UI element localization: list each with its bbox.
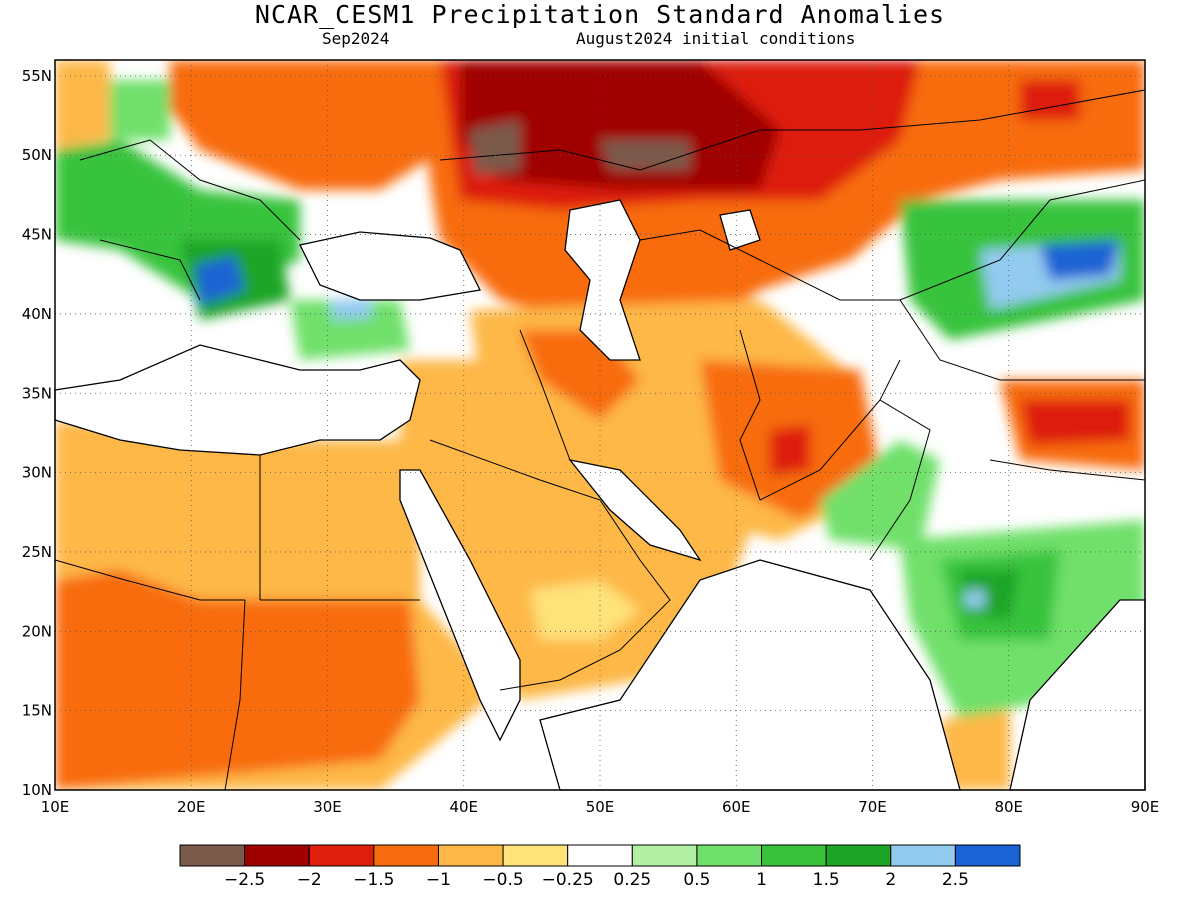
- colorbar-labels: −2.5 −2 −1.5 −1 −0.5 −0.25 0.25 0.5 1 1.5 2 2.5: [224, 870, 969, 890]
- lon-tick-label: 80E: [994, 798, 1023, 816]
- colorbar-label: −0.25: [542, 870, 594, 890]
- colorbar-swatch: [502, 844, 569, 867]
- lon-tick-label: 10E: [41, 798, 70, 816]
- lat-tick-label: 50N: [22, 146, 52, 164]
- border-sudan-chad: [224, 599, 246, 791]
- border-kazakh: [639, 179, 1146, 301]
- lat-tick-label: 45N: [22, 226, 52, 244]
- border-iran-afghan: [739, 329, 761, 501]
- lat-tick-label: 55N: [22, 67, 52, 85]
- mediterranean-sea: [54, 344, 421, 456]
- colorbar-swatch: [890, 844, 956, 867]
- lat-labels: 55N 50N 45N 40N 35N 30N 25N 20N 15N 10N: [22, 67, 52, 799]
- colorbar-label: 0.5: [683, 870, 710, 890]
- plot-frame: [54, 59, 1146, 791]
- aral-sea: [719, 209, 761, 251]
- colorbar-swatch: [567, 844, 633, 867]
- colorbar-swatch: [825, 844, 892, 867]
- colorbar-swatch: [373, 844, 439, 867]
- border-china: [899, 299, 1145, 381]
- grid: [55, 60, 1145, 790]
- colorbar-label: −1: [426, 870, 451, 890]
- border-afghan-pak: [759, 359, 901, 501]
- arabian-sea: [539, 559, 961, 791]
- lat-tick-label: 20N: [22, 622, 52, 640]
- tibet-very-dry: [1020, 400, 1130, 445]
- lon-labels: 10E 20E 30E 40E 50E 60E 70E 80E 90E: [41, 798, 1160, 816]
- colorbar-label: 1: [756, 870, 767, 890]
- colorbar-swatch: [179, 844, 246, 867]
- india-light-blue: [965, 590, 985, 608]
- pakistan-wet: [820, 440, 940, 550]
- arabia-mild: [530, 580, 640, 640]
- coastlines: [54, 199, 1146, 791]
- colorbar-label: −2: [297, 870, 322, 890]
- greece-very-wet: [195, 255, 245, 305]
- persian-gulf: [568, 459, 702, 562]
- lat-tick-label: 25N: [22, 543, 52, 561]
- lat-tick-label: 40N: [22, 305, 52, 323]
- colorbar-label: 2.5: [942, 870, 969, 890]
- colorbar-label: 1.5: [813, 870, 840, 890]
- border-russia-kazakh: [439, 89, 1146, 171]
- border-europe: [79, 139, 301, 241]
- afghan-very-dry: [770, 425, 810, 475]
- border-iraq-iran: [519, 329, 571, 461]
- colorbar-label: −0.5: [482, 870, 523, 890]
- black-sea: [299, 231, 481, 301]
- africa-strong-dry: [55, 570, 420, 790]
- caspian-sea: [564, 199, 641, 361]
- lat-tick-label: 10N: [22, 781, 52, 799]
- colorbar-label: −2.5: [224, 870, 265, 890]
- lon-tick-label: 50E: [586, 798, 615, 816]
- lon-tick-label: 90E: [1131, 798, 1160, 816]
- border-india-pak: [869, 399, 931, 561]
- border-libya-niger: [54, 559, 245, 601]
- lat-tick-label: 35N: [22, 384, 52, 402]
- lon-tick-label: 40E: [449, 798, 478, 816]
- colorbar-swatch: [696, 844, 763, 867]
- colorbar-swatch: [631, 844, 698, 867]
- lon-tick-label: 30E: [313, 798, 342, 816]
- chart-subtitle-init: August2024 initial conditions: [576, 29, 856, 48]
- ne-very-dry: [1020, 80, 1080, 120]
- lat-tick-label: 30N: [22, 464, 52, 482]
- core-extreme: [470, 120, 520, 175]
- border-saudi: [429, 439, 671, 691]
- lon-tick-label: 70E: [858, 798, 887, 816]
- turkey-very-wet: [330, 298, 372, 320]
- caspian-extreme-dry: [460, 60, 780, 190]
- colorbar-swatch: [954, 844, 1021, 867]
- colorbar-label: 0.25: [613, 870, 651, 890]
- central-europe-dry: [170, 60, 460, 190]
- europe-dry-light: [55, 60, 110, 150]
- colorbar-label: −1.5: [353, 870, 394, 890]
- colorbar-swatch: [437, 844, 504, 867]
- border-europe-2: [99, 239, 201, 301]
- chart-subtitle-month: Sep2024: [322, 29, 390, 48]
- colorbar-swatch: [308, 844, 375, 867]
- s-india-dry: [940, 710, 1010, 790]
- red-sea: [399, 469, 521, 742]
- lat-tick-label: 15N: [22, 702, 52, 720]
- colorbar-swatch: [244, 844, 310, 867]
- colorbar: [179, 844, 1021, 867]
- borders: [54, 89, 1146, 791]
- colorbar-label: 2: [885, 870, 896, 890]
- colorbar-swatch: [761, 844, 827, 867]
- poland-wet: [100, 80, 170, 140]
- border-nepal: [989, 459, 1146, 481]
- turkey-wet: [290, 300, 410, 360]
- lon-tick-label: 60E: [722, 798, 751, 816]
- lon-tick-label: 20E: [177, 798, 206, 816]
- tianshan-extreme-wet: [1040, 240, 1120, 280]
- chart-title: NCAR_CESM1 Precipitation Standard Anomal…: [254, 0, 946, 29]
